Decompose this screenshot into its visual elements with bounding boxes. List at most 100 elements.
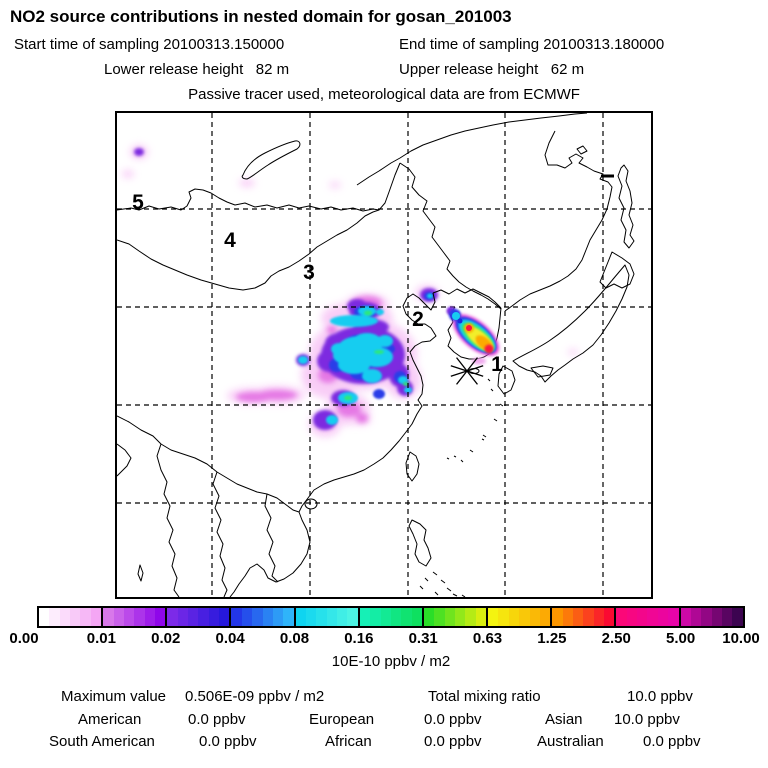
colorbar-cell [305,608,317,626]
colorbar-tick-label: 0.08 [279,630,310,647]
region-value: 10.0 ppbv [614,711,680,728]
colorbar-cell [732,608,743,626]
region-value: 0.0 ppbv [424,711,482,728]
lower-release-text: Lower release height 82 m [104,61,290,78]
region-value: 0.0 ppbv [424,733,482,750]
colorbar-cell [711,608,722,626]
colorbar-cell [552,608,563,626]
upper-release-text: Upper release height 62 m [399,61,585,78]
colorbar-cell [593,608,605,626]
colorbar-separator [550,608,553,626]
trajectory-label-4: 4 [224,229,236,252]
receptor-star-icon [450,357,484,385]
region-name: African [325,733,372,750]
colorbar-separator [421,608,424,626]
plume-cyan-layer [298,293,433,425]
colorbar-cell [103,608,114,626]
trajectory-label-2: 2 [412,308,424,331]
region-name: Australian [537,733,604,750]
colorbar-cell [390,608,402,626]
colorbar-separator [614,608,617,626]
colorbar-cell [177,608,189,626]
colorbar-tick-label: 0.00 [9,630,39,647]
max-value-label: Maximum value [61,688,167,705]
colorbar-unit-label: 10E-10 ppbv / m2 [331,653,451,670]
colorbar-cell [262,608,273,626]
colorbar-cell [198,608,209,626]
colorbar-cell [154,608,166,626]
colorbar-cell [455,608,466,626]
colorbar-separator [678,608,681,626]
colorbar-cell [359,608,371,626]
trajectory-label-3: 3 [303,261,315,284]
colorbar-cell [295,608,306,626]
colorbar-cell [604,608,615,626]
colorbar-cell [80,608,91,626]
map-panel: 5 4 3 2 1 [115,111,653,599]
colorbar-tick-label: 0.01 [86,630,116,647]
region-name: European [309,711,375,728]
colorbar-cell [144,608,155,626]
colorbar-cell [583,608,594,626]
plume-korea [446,306,500,365]
colorbar-cell [434,608,445,626]
coastlines [117,113,635,597]
colorbar-cell [423,608,435,626]
colorbar-cell [241,608,253,626]
map-svg: 5 4 3 2 1 [117,113,651,597]
colorbar-cell [188,608,199,626]
colorbar-cell [701,608,712,626]
colorbar-cell [134,608,145,626]
colorbar-cell [252,608,263,626]
tracer-note-text: Passive tracer used, meteorological data… [188,86,580,103]
colorbar-cell [572,608,584,626]
colorbar-cell [529,608,540,626]
trajectory-label-5: 5 [132,191,144,214]
colorbar-cell [690,608,702,626]
max-value: 0.506E-09 ppbv / m2 [185,688,325,705]
colorbar-cell [722,608,733,626]
colorbar-cell [219,608,230,626]
colorbar-cell [90,608,102,626]
colorbar-separator [293,608,296,626]
colorbar-cell [475,608,487,626]
colorbar-cell [647,608,658,626]
colorbar-cell [39,608,50,626]
colorbar-cell [70,608,81,626]
colorbar-tick-label: 0.04 [215,630,245,647]
colorbar-cell [508,608,520,626]
trajectory-label-1: 1 [491,353,503,376]
colorbar-cell [326,608,338,626]
colorbar-separator [229,608,232,626]
colorbar-tick-label: 0.02 [151,630,181,647]
colorbar-tick-label: 5.00 [666,630,696,647]
colorbar-cell [283,608,294,626]
colorbar-cell [208,608,220,626]
colorbar-tick-label: 2.50 [601,630,631,647]
colorbar-separator [357,608,360,626]
colorbar-separator [101,608,104,626]
colorbar-tick-labels: 0.00 0.01 0.02 0.04 0.08 0.16 0.31 0.63 1.25 2.50… [0,630,768,648]
colorbar-tick-label: 0.31 [408,630,438,647]
colorbar-cell [680,608,691,626]
colorbar-cell [49,608,60,626]
colorbar-cell [231,608,242,626]
colorbar-tick-label: 10.00 [722,630,760,647]
colorbar-cell [519,608,530,626]
region-name: American [78,711,142,728]
colorbar-cell [370,608,381,626]
latlon-grid [117,113,651,597]
colorbar-cell [444,608,456,626]
region-value: 0.0 ppbv [188,711,246,728]
colorbar-cell [465,608,476,626]
total-mixing-label: Total mixing ratio [428,688,541,705]
colorbar-cell [657,608,669,626]
total-mixing-value: 10.0 ppbv [627,688,693,705]
colorbar-cell [411,608,422,626]
figure-title: NO2 source contributions in nested domai… [10,7,512,26]
colorbar-cell [626,608,638,626]
end-time-text: End time of sampling 20100313.180000 [399,36,665,53]
colorbar-cell [637,608,648,626]
colorbar-cell [123,608,135,626]
